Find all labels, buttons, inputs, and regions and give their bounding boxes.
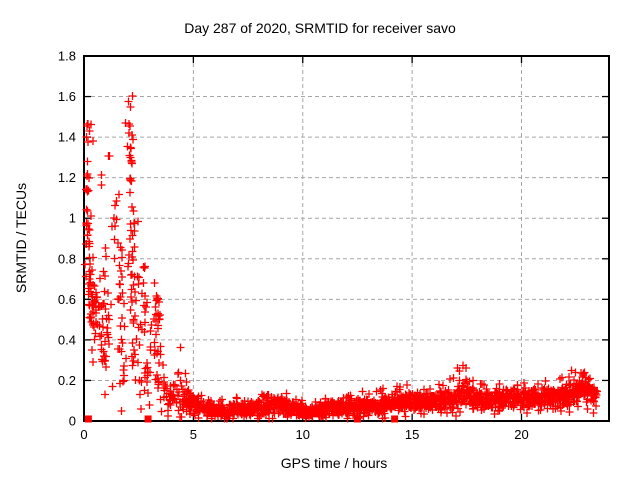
y-tick-label: 0.2 [58, 373, 76, 388]
scatter-points [81, 92, 601, 423]
y-axis-label: SRMTID / TECUs [13, 182, 29, 294]
y-tick-label: 0.4 [58, 332, 76, 347]
zero-square-marker [84, 415, 92, 423]
y-tick-label: 0.6 [58, 292, 76, 307]
y-tick-label: 1.8 [58, 49, 76, 64]
y-tick-label: 0 [69, 414, 76, 429]
x-tick-label: 5 [190, 427, 197, 442]
zero-square-marker [391, 415, 399, 423]
x-tick-label: 15 [405, 427, 419, 442]
x-tick-label: 20 [514, 427, 528, 442]
plot-border [83, 55, 610, 422]
y-tick-label: 1.6 [58, 89, 76, 104]
zero-square-marker [353, 415, 361, 423]
y-tick-label: 1 [69, 211, 76, 226]
y-tick-label: 0.8 [58, 251, 76, 266]
zero-square-marker [144, 415, 152, 423]
y-tick-label: 1.4 [58, 130, 76, 145]
y-tick-label: 1.2 [58, 170, 76, 185]
x-axis-label: GPS time / hours [280, 455, 388, 471]
chart-title: Day 287 of 2020, SRMTID for receiver sav… [184, 20, 456, 36]
x-tick-label: 0 [80, 427, 87, 442]
x-tick-label: 10 [296, 427, 310, 442]
